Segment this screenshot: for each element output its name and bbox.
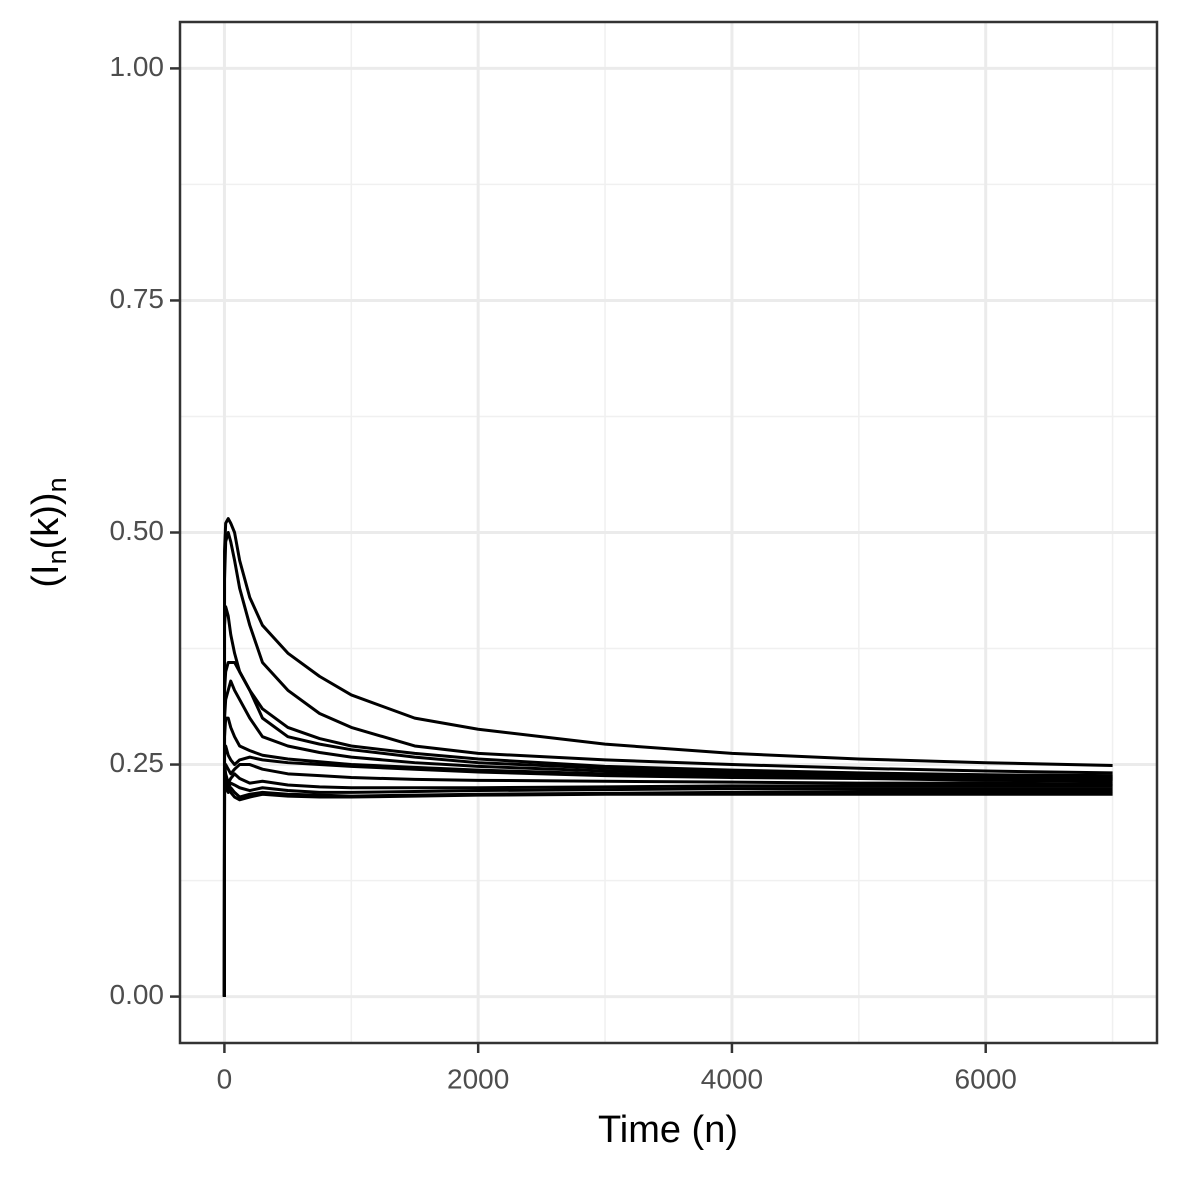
x-tick-label: 0 bbox=[217, 1063, 233, 1094]
y-tick-label: 0.25 bbox=[110, 747, 165, 778]
y-axis-title: (In(k))n bbox=[25, 477, 72, 587]
line-series bbox=[222, 605, 1113, 997]
line-series bbox=[222, 781, 1113, 997]
plot-border bbox=[178, 20, 1159, 1045]
line-series bbox=[222, 531, 1113, 997]
line-series bbox=[222, 517, 1113, 997]
y-tick-label: 1.00 bbox=[110, 51, 165, 82]
y-axis-title-subscript: n bbox=[42, 549, 72, 564]
y-axis-title-subscript: n bbox=[42, 477, 72, 492]
line-series bbox=[222, 679, 1113, 997]
line-series bbox=[222, 763, 1113, 997]
line-series bbox=[222, 763, 1113, 997]
x-axis-title: Time (n) bbox=[598, 1109, 738, 1151]
y-axis-title-part: (k)) bbox=[25, 492, 67, 549]
line-series bbox=[222, 716, 1113, 997]
x-tick-label: 6000 bbox=[955, 1063, 1017, 1094]
y-tick-label: 0.50 bbox=[110, 515, 165, 546]
line-series bbox=[222, 781, 1113, 997]
y-tick-label: 0.75 bbox=[110, 283, 165, 314]
x-tick-label: 4000 bbox=[701, 1063, 763, 1094]
line-series bbox=[222, 744, 1113, 997]
x-tick-label: 2000 bbox=[447, 1063, 509, 1094]
y-tick-label: 0.00 bbox=[110, 979, 165, 1010]
line-series bbox=[222, 660, 1113, 997]
y-axis-title-part: (I bbox=[25, 564, 67, 587]
